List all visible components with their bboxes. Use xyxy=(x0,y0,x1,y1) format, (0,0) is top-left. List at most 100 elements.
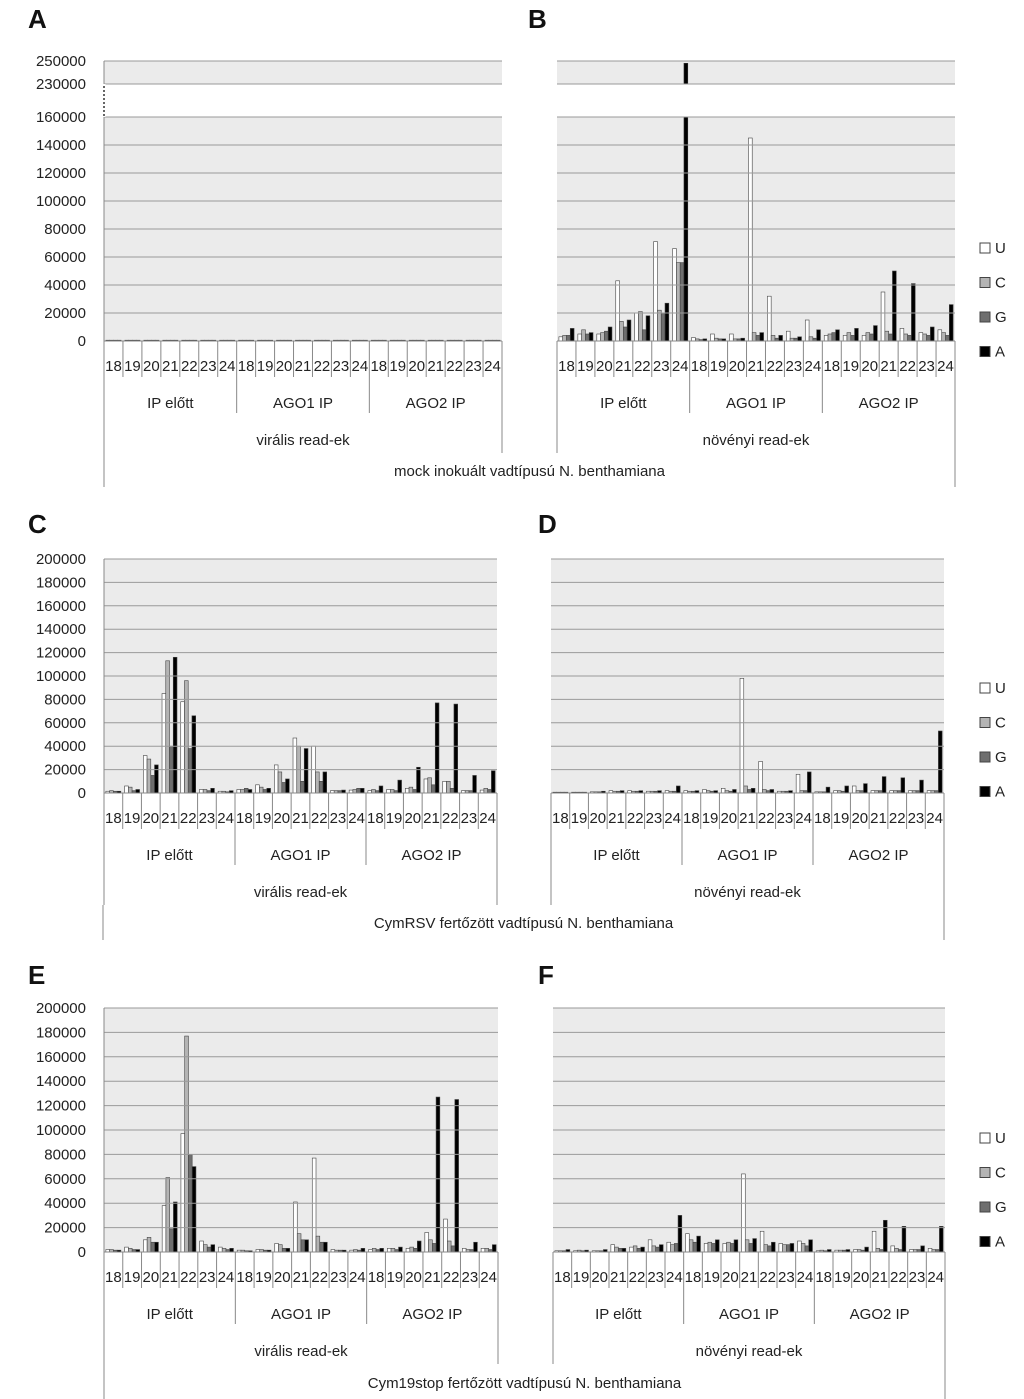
bar-U xyxy=(758,761,763,794)
bar-G xyxy=(786,1244,791,1253)
bar-A xyxy=(360,788,365,794)
bar-U xyxy=(629,1246,634,1253)
reads-label: növényi read-ek xyxy=(694,884,801,901)
x-category-label: 18 xyxy=(552,810,569,827)
x-category-label: 18 xyxy=(823,358,840,375)
bar-C xyxy=(371,1248,377,1253)
bar-U xyxy=(795,773,801,794)
group-label: AGO2 IP xyxy=(401,847,461,864)
bar-C xyxy=(371,789,376,794)
bar-A xyxy=(664,302,670,342)
x-category-label: 19 xyxy=(124,1269,141,1286)
y-tick-label: 180000 xyxy=(36,574,86,591)
bar-A xyxy=(247,789,253,794)
bar-A xyxy=(816,329,821,342)
bar-C xyxy=(744,1239,750,1253)
legend-swatch-U xyxy=(979,682,991,694)
bar-C xyxy=(146,1237,152,1253)
x-category-label: 22 xyxy=(767,358,784,375)
x-category-label: 18 xyxy=(558,358,575,375)
bar-A xyxy=(939,1226,944,1253)
bar-U xyxy=(685,1233,690,1253)
bar-U xyxy=(739,678,745,794)
x-category-label: 24 xyxy=(926,810,943,827)
plot-area-upper xyxy=(557,61,955,84)
bar-A xyxy=(472,775,477,794)
x-category-label: 24 xyxy=(927,1269,944,1286)
bar-A xyxy=(322,771,328,794)
y-tick-label: 60000 xyxy=(44,249,86,266)
bar-A xyxy=(191,1166,197,1253)
x-category-label: 24 xyxy=(218,1269,235,1286)
bar-A xyxy=(172,656,178,794)
bar-A xyxy=(892,270,897,342)
bar-U xyxy=(647,1239,653,1253)
bar-G xyxy=(169,1228,174,1253)
x-category-label: 23 xyxy=(461,810,478,827)
bar-C xyxy=(619,321,624,342)
x-category-label: 19 xyxy=(710,358,727,375)
bar-U xyxy=(778,1243,783,1253)
x-category-label: 24 xyxy=(664,810,681,827)
x-category-label: 23 xyxy=(918,358,935,375)
panel-label-B: B xyxy=(528,4,547,34)
bar-A xyxy=(434,702,440,794)
x-category-label: 21 xyxy=(871,1269,888,1286)
bar-U xyxy=(786,330,791,342)
group-label: AGO2 IP xyxy=(848,847,908,864)
bar-A xyxy=(360,1248,366,1253)
x-category-label: 22 xyxy=(314,358,331,375)
x-category-label: 20 xyxy=(408,358,425,375)
y-tick-label: 120000 xyxy=(36,645,86,662)
x-category-label: 19 xyxy=(389,358,406,375)
legend-label-A: A xyxy=(995,784,1005,801)
group-label: AGO2 IP xyxy=(406,395,466,412)
bar-C xyxy=(278,1244,283,1253)
bar-C xyxy=(632,1245,638,1253)
bar-U xyxy=(161,1205,167,1253)
bar-A xyxy=(797,336,802,342)
x-category-label: 22 xyxy=(311,1269,328,1286)
x-category-label: 23 xyxy=(199,1269,216,1286)
group-label: IP előtt xyxy=(147,395,194,412)
bar-C xyxy=(670,1244,675,1253)
bar-C xyxy=(657,309,662,342)
bar-G xyxy=(281,782,286,794)
x-category-label: 23 xyxy=(330,1269,347,1286)
x-category-label: 22 xyxy=(899,358,916,375)
x-category-label: 18 xyxy=(236,810,253,827)
bar-A xyxy=(416,766,421,794)
bar-U xyxy=(634,312,639,342)
legend-swatch-A xyxy=(979,346,991,357)
bar-C xyxy=(259,786,264,794)
bar-A xyxy=(808,1239,813,1253)
y-tick-label: 140000 xyxy=(36,137,86,154)
x-category-label: 23 xyxy=(909,1269,926,1286)
x-category-label: 23 xyxy=(646,810,663,827)
bar-A xyxy=(920,1245,925,1253)
bar-C xyxy=(751,332,757,342)
bar-A xyxy=(285,778,290,794)
x-category-label: 18 xyxy=(368,1269,385,1286)
x-category-label: 23 xyxy=(333,358,350,375)
x-category-label: 24 xyxy=(484,358,501,375)
bar-U xyxy=(386,789,391,794)
bar-C xyxy=(581,329,586,342)
x-category-label: 20 xyxy=(851,810,868,827)
bar-A xyxy=(607,326,613,342)
x-category-label: 19 xyxy=(255,810,272,827)
bar-A xyxy=(210,788,215,794)
bar-U xyxy=(880,291,886,342)
bar-U xyxy=(748,137,753,342)
legend-swatch-G xyxy=(979,1201,991,1213)
bar-U xyxy=(218,1246,223,1253)
bar-U xyxy=(666,1241,671,1253)
bar-C xyxy=(688,1239,694,1253)
bar-G xyxy=(767,1245,772,1253)
bar-U xyxy=(823,335,829,342)
bar-U xyxy=(558,336,563,342)
x-category-label: 20 xyxy=(861,358,878,375)
x-category-label: 21 xyxy=(293,1269,310,1286)
bar-C xyxy=(240,789,245,794)
